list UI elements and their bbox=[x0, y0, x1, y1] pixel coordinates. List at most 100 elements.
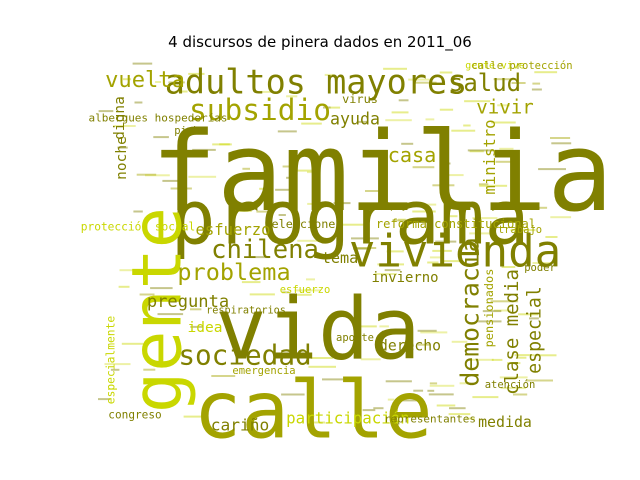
filler-stroke bbox=[532, 82, 541, 85]
word-digna: digna bbox=[112, 96, 128, 140]
filler-stroke bbox=[446, 215, 458, 218]
filler-stroke bbox=[499, 147, 514, 150]
filler-stroke bbox=[412, 210, 436, 213]
filler-stroke bbox=[98, 398, 111, 401]
filler-stroke bbox=[400, 399, 418, 402]
filler-stroke bbox=[432, 249, 452, 252]
filler-stroke bbox=[155, 81, 162, 83]
filler-stroke bbox=[529, 317, 539, 320]
word-salud: salud bbox=[449, 69, 521, 97]
filler-stroke bbox=[118, 285, 130, 288]
filler-stroke bbox=[451, 129, 476, 132]
filler-stroke bbox=[550, 216, 572, 219]
word-idea: idea bbox=[188, 320, 223, 336]
word-virus: virus bbox=[342, 92, 378, 106]
word-esfuerzo: esfuerzo bbox=[195, 221, 270, 239]
filler-stroke bbox=[98, 110, 114, 113]
filler-stroke bbox=[427, 261, 439, 264]
filler-stroke bbox=[448, 413, 471, 416]
filler-stroke bbox=[307, 171, 319, 174]
word-elecciones: elecciones bbox=[271, 217, 342, 231]
word-emergencia: emergencia bbox=[232, 365, 295, 377]
filler-stroke bbox=[241, 281, 261, 284]
filler-stroke bbox=[385, 380, 412, 383]
filler-stroke bbox=[121, 342, 144, 345]
word-especialmente: especialmente bbox=[105, 316, 118, 405]
filler-stroke bbox=[436, 404, 456, 407]
filler-stroke bbox=[175, 90, 188, 93]
word-respiratorios: respiratorios bbox=[206, 306, 286, 317]
filler-stroke bbox=[507, 362, 521, 365]
word-representantes: representantes bbox=[384, 413, 476, 426]
word-aporte: aporte bbox=[336, 332, 374, 344]
filler-stroke bbox=[294, 289, 321, 292]
filler-stroke bbox=[439, 71, 453, 74]
word-noche: noche bbox=[114, 136, 130, 180]
filler-stroke bbox=[136, 173, 157, 176]
filler-stroke bbox=[491, 358, 503, 361]
word-participación: participación bbox=[286, 409, 410, 428]
filler-stroke bbox=[525, 206, 548, 209]
filler-stroke bbox=[432, 184, 455, 187]
filler-stroke bbox=[518, 313, 539, 316]
filler-stroke bbox=[123, 78, 132, 81]
filler-stroke bbox=[104, 363, 131, 366]
filler-stroke bbox=[249, 256, 269, 259]
chart-title: 4 discursos de pinera dados en 2011_06 bbox=[168, 33, 472, 51]
word-ayuda: ayuda bbox=[330, 110, 380, 129]
filler-stroke bbox=[514, 354, 535, 357]
filler-stroke bbox=[526, 379, 553, 382]
filler-stroke bbox=[427, 389, 435, 392]
filler-stroke bbox=[441, 260, 463, 263]
word-gente-vive: gente vive bbox=[465, 61, 525, 72]
filler-stroke bbox=[139, 293, 155, 296]
filler-stroke bbox=[490, 300, 519, 303]
word-problema: problema bbox=[177, 258, 290, 286]
filler-stroke bbox=[381, 330, 408, 333]
filler-stroke bbox=[428, 393, 454, 396]
word-pensionados: pensionados bbox=[482, 269, 496, 348]
filler-stroke bbox=[219, 143, 230, 146]
word-democracia: democracia bbox=[456, 237, 485, 386]
filler-stroke bbox=[491, 121, 516, 124]
filler-stroke bbox=[501, 266, 516, 268]
filler-stroke bbox=[360, 358, 381, 361]
filler-stroke bbox=[417, 329, 437, 332]
word-congreso: congreso bbox=[108, 409, 161, 422]
filler-stroke bbox=[259, 187, 270, 190]
filler-stroke bbox=[341, 223, 367, 226]
word-calle-protección: calle protección bbox=[471, 60, 572, 72]
filler-stroke bbox=[551, 142, 572, 145]
filler-stroke bbox=[192, 148, 216, 151]
filler-stroke bbox=[119, 269, 143, 272]
filler-stroke bbox=[435, 240, 457, 243]
filler-stroke bbox=[281, 393, 305, 396]
filler-stroke bbox=[479, 184, 508, 187]
filler-stroke bbox=[256, 210, 274, 213]
filler-stroke bbox=[493, 78, 517, 81]
filler-stroke bbox=[385, 119, 412, 122]
filler-stroke bbox=[469, 150, 484, 153]
filler-stroke bbox=[365, 190, 379, 192]
word-sociedad: sociedad bbox=[178, 339, 311, 372]
filler-stroke bbox=[532, 262, 552, 264]
word-pregunta: pregunta bbox=[147, 292, 229, 312]
filler-stroke bbox=[467, 149, 494, 152]
filler-stroke bbox=[387, 398, 395, 401]
filler-stroke bbox=[465, 417, 475, 420]
filler-stroke bbox=[110, 368, 120, 371]
filler-stroke bbox=[451, 340, 468, 343]
filler-stroke bbox=[132, 62, 153, 65]
word-ministro: ministro bbox=[481, 119, 499, 194]
filler-stroke bbox=[510, 229, 536, 232]
filler-stroke bbox=[286, 176, 293, 179]
filler-stroke bbox=[443, 174, 464, 177]
filler-stroke bbox=[356, 325, 377, 328]
word-esfuerzo: esfuerzo bbox=[280, 284, 331, 296]
filler-stroke bbox=[493, 309, 511, 312]
word-albergues-hospederías: albergues hospederías bbox=[88, 112, 227, 125]
filler-stroke bbox=[478, 183, 489, 186]
word-gente: gente bbox=[119, 207, 198, 413]
filler-stroke bbox=[379, 325, 389, 328]
filler-stroke bbox=[500, 387, 526, 390]
